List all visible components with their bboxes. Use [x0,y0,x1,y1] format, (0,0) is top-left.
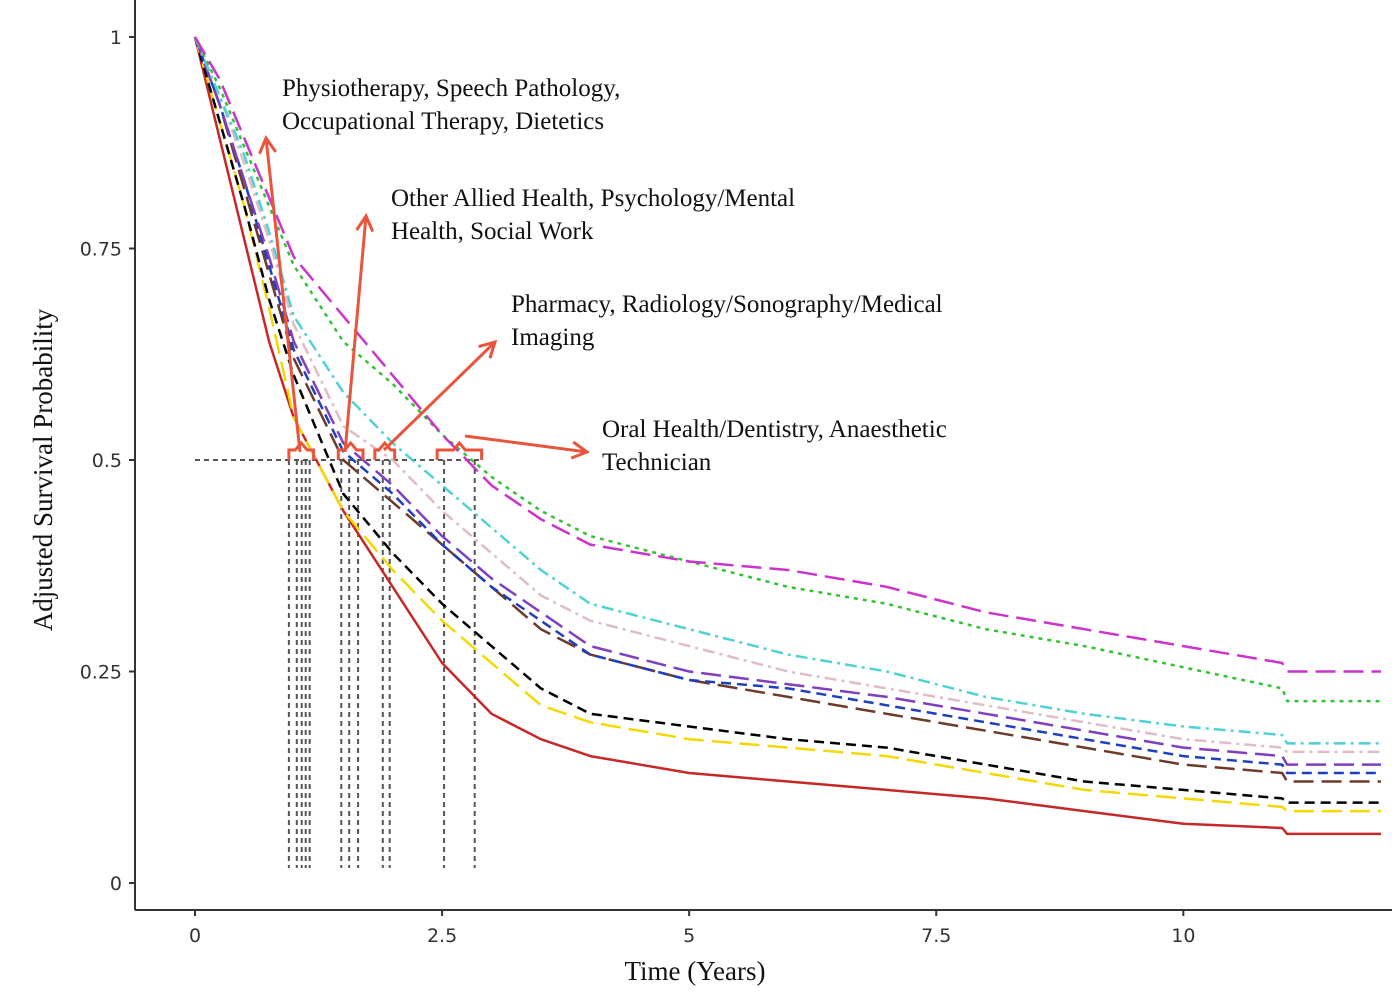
annotation-arrow-3-head [478,339,498,359]
series-line-5 [193,36,1381,775]
annotation-arrow-1-head [258,134,277,155]
annotation-bracket-3 [373,440,397,460]
annotation-label-1-line-2: Occupational Therapy, Dietetics [282,108,604,135]
y-tick-label-1: 0 [110,873,122,895]
annotation-arrow-2-shaft [343,215,368,453]
annotation-bracket-1 [287,440,316,460]
y-tick-label-2: 0.25 [80,662,122,684]
annotation-label-4-line-2: Technician [602,449,712,476]
axes [134,0,1392,911]
annotation-label-3-line-2: Imaging [511,324,595,351]
x-tick-label-5: 10 [1171,925,1195,947]
annotation-label-2-line-1: Other Allied Health, Psychology/Mental [391,185,795,212]
annotation-label-1-line-1: Physiotherapy, Speech Pathology, [282,75,620,102]
series-line-2 [193,36,1381,813]
x-tick-label-1: 0 [189,925,201,947]
annotation-label-3-line-1: Pharmacy, Radiology/Sonography/Medical [511,291,943,318]
series-line-4 [193,36,1381,783]
annotation-arrow-1-shaft [264,137,302,453]
series-line-7 [193,36,1381,754]
x-tick-label-2: 2.5 [427,925,457,947]
x-tick-label-4: 7.5 [921,925,951,947]
x-axis-title: Time (Years) [624,956,765,986]
y-ticks: 0 0.25 0.5 0.75 1 [80,27,135,895]
y-tick-label-3: 0.5 [92,450,122,472]
annotation-bracket-2 [336,440,365,460]
series-line-1 [193,36,1381,836]
annotation-label-4-line-1: Oral Health/Dentistry, Anaesthetic [602,416,947,443]
x-ticks: 0 2.5 5 7.5 10 [189,910,1195,947]
y-tick-label-5: 1 [110,27,122,49]
annotation-bracket-4 [435,440,484,460]
annotation-arrow-4-head [570,440,591,460]
median-reference-lines [195,459,482,868]
series-line-3 [193,36,1381,804]
y-axis-title: Adjusted Survival Probability [28,308,58,631]
annotation-arrow-2-head [355,212,375,233]
annotations: Physiotherapy, Speech Pathology, Occupati… [258,75,947,476]
annotation-arrow-3-shaft [382,340,497,452]
x-tick-label-3: 5 [683,925,695,947]
annotation-label-2-line-2: Health, Social Work [391,218,594,245]
annotation-arrow-4-shaft [464,434,588,454]
y-tick-label-4: 0.75 [80,239,122,261]
series-line-8 [193,36,1381,745]
series-line-9 [193,36,1381,703]
